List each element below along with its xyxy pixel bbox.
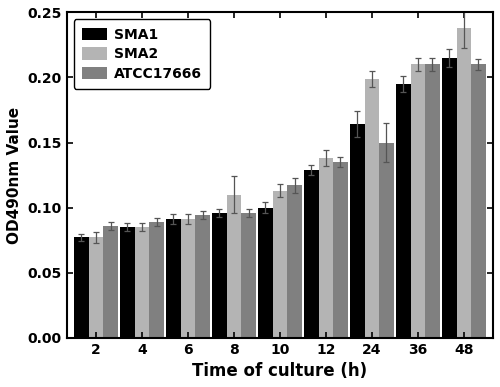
Bar	[287, 185, 302, 337]
Bar	[120, 227, 134, 337]
Bar	[304, 170, 318, 337]
Bar	[456, 28, 471, 337]
Bar	[272, 191, 287, 337]
Bar	[442, 58, 456, 337]
Bar	[379, 142, 394, 337]
Bar	[226, 195, 241, 337]
Bar	[333, 162, 348, 337]
Bar	[149, 222, 164, 337]
Bar	[104, 226, 118, 337]
X-axis label: Time of culture (h): Time of culture (h)	[192, 362, 368, 380]
Bar	[258, 207, 272, 337]
Bar	[241, 213, 256, 337]
Bar	[425, 65, 440, 337]
Legend: SMA1, SMA2, ATCC17666: SMA1, SMA2, ATCC17666	[74, 19, 210, 89]
Bar	[88, 238, 104, 337]
Bar	[74, 238, 88, 337]
Bar	[350, 124, 364, 337]
Bar	[134, 227, 149, 337]
Bar	[212, 213, 226, 337]
Bar	[180, 219, 195, 337]
Bar	[364, 79, 379, 337]
Bar	[166, 219, 180, 337]
Y-axis label: OD490nm Value: OD490nm Value	[7, 106, 22, 243]
Bar	[195, 216, 210, 337]
Bar	[396, 84, 410, 337]
Bar	[318, 158, 333, 337]
Bar	[410, 65, 425, 337]
Bar	[471, 65, 486, 337]
